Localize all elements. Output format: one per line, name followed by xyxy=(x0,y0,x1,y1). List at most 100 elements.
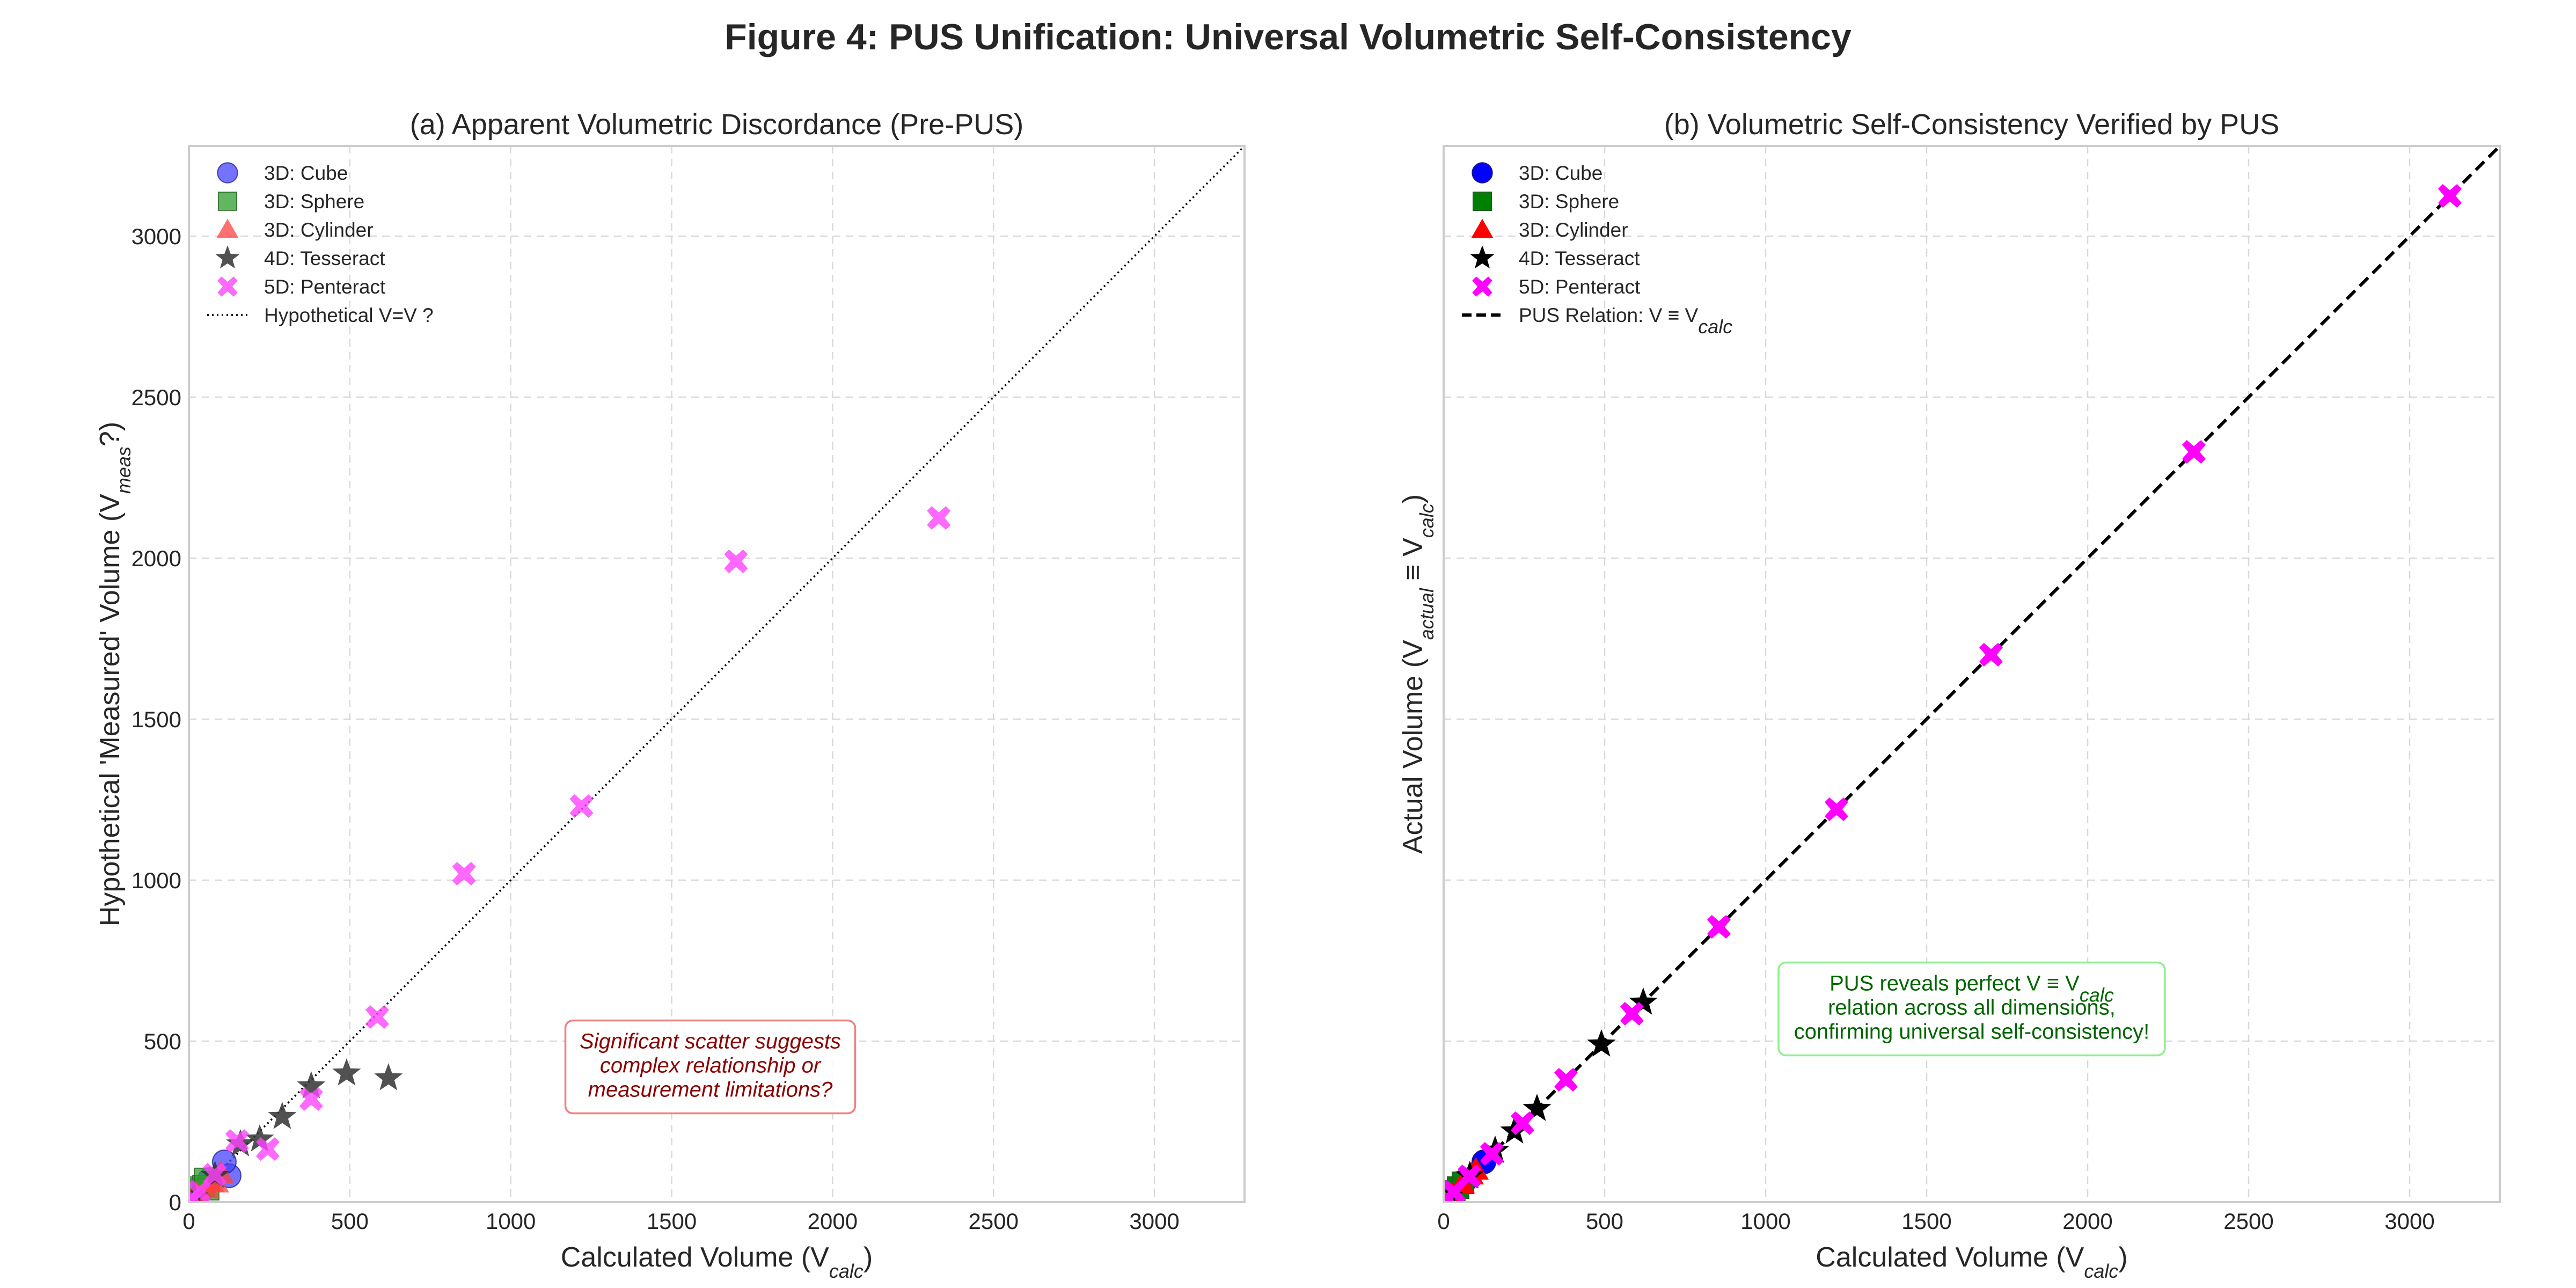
y-tick-label: 3000 xyxy=(131,224,181,249)
annotation-box xyxy=(564,1019,857,1115)
annotation-line: complex relationship or xyxy=(600,1054,822,1078)
legend-marker xyxy=(215,245,240,269)
data-point xyxy=(268,1102,297,1129)
x-tick-label: 1500 xyxy=(647,1209,697,1234)
legend-reference-label: PUS Relation: V ≡ Vcalc xyxy=(1519,304,1732,338)
legend-marker xyxy=(218,192,237,211)
x-tick-label: 1000 xyxy=(486,1209,536,1234)
data-point xyxy=(332,1058,361,1086)
y-axis-title-mid: ≡ V xyxy=(1397,538,1429,588)
data-point xyxy=(1979,643,2003,667)
legend-label: 4D: Tesseract xyxy=(1519,247,1640,269)
panel-b-chart: 0 500 1000 1500 2000 2500 3000 (b) Volumetric S… xyxy=(1397,108,2501,1282)
data-point xyxy=(225,1129,249,1153)
annotation-line: PUS reveals perfect V ≡ Vcalc xyxy=(1829,972,2114,1006)
legend-marker xyxy=(1472,276,1492,297)
data-point xyxy=(255,1137,280,1161)
x-tick-label: 2000 xyxy=(2062,1209,2112,1234)
data-point xyxy=(1554,1068,1578,1092)
y-axis-title-text: Actual Volume (V xyxy=(1397,640,1429,854)
panel-a-chart: 0 500 1000 1500 2000 2500 3000 0 500 1000 1500 2000… xyxy=(94,108,1246,1282)
data-point xyxy=(927,506,951,530)
data-point xyxy=(1629,987,1658,1015)
plot-frame xyxy=(188,145,1246,1203)
legend-reference-sub: calc xyxy=(1698,316,1732,338)
annotation-line: confirming universal self-consistency! xyxy=(1794,1020,2149,1044)
data-point xyxy=(1620,1002,1644,1026)
y-tick-label: 1500 xyxy=(131,707,181,732)
reference-line xyxy=(1444,146,2500,1202)
x-axis-title-tail: ) xyxy=(863,1242,873,1273)
legend-label: 3D: Cylinder xyxy=(1519,219,1628,241)
legend-label: 5D: Penteract xyxy=(264,276,386,298)
legend-label: 3D: Sphere xyxy=(264,191,364,213)
annotation-box xyxy=(1777,961,2166,1057)
legend-label: 4D: Tesseract xyxy=(264,247,385,269)
x-tick-label: 500 xyxy=(1586,1209,1623,1234)
y-tick-label: 1000 xyxy=(131,868,181,893)
data-point xyxy=(202,1163,226,1187)
series-layer xyxy=(189,506,951,1202)
y-axis-title-tail: ) xyxy=(1397,494,1429,503)
x-axis-title: Calculated Volume (Vcalc) xyxy=(561,1242,873,1282)
legend-label: 3D: Cube xyxy=(264,162,348,184)
legend-label: 3D: Sphere xyxy=(1519,191,1619,213)
x-tick-label: 0 xyxy=(182,1209,195,1234)
x-tick-label: 0 xyxy=(1437,1209,1450,1234)
data-point xyxy=(1511,1111,1534,1135)
series-layer xyxy=(1444,184,2462,1202)
legend-marker xyxy=(217,162,238,184)
annotation-text: confirming universal self-consistency! xyxy=(1794,1020,2149,1044)
legend: 3D: Cube 3D: Sphere 3D: Cylinder 4D: Tesser… xyxy=(207,162,434,326)
y-tick-label: 2500 xyxy=(131,385,181,410)
y-tick-label: 2000 xyxy=(131,546,181,571)
y-axis-title-sub2: calc xyxy=(1416,503,1438,538)
y-axis-title-sub: actual xyxy=(1416,588,1438,640)
x-axis-title-tail: ) xyxy=(2118,1242,2127,1273)
data-point xyxy=(365,1005,389,1029)
data-point xyxy=(1480,1142,1504,1166)
annotation-text: relation across all dimensions, xyxy=(1828,996,2116,1020)
data-point xyxy=(299,1087,323,1111)
annotation-text: measurement limitations? xyxy=(588,1078,833,1102)
annotation-line: relation across all dimensions, xyxy=(1828,996,2116,1020)
legend-reference-label: Hypothetical V=V ? xyxy=(264,304,434,326)
y-tick-label: 0 xyxy=(169,1190,181,1215)
data-point xyxy=(1523,1094,1552,1121)
annotation-line: measurement limitations? xyxy=(588,1078,833,1102)
x-tick-label: 2500 xyxy=(2223,1209,2273,1234)
y-axis-title-text: Hypothetical 'Measured' Volume (V xyxy=(94,494,126,926)
legend-reference-text: PUS Relation: V ≡ V xyxy=(1519,304,1698,326)
data-point xyxy=(297,1071,326,1099)
y-axis-title-tail: ?) xyxy=(94,422,126,447)
legend-label: 5D: Penteract xyxy=(1519,276,1641,298)
data-point xyxy=(1707,915,1731,939)
x-tick-label: 2500 xyxy=(969,1209,1019,1234)
y-axis-title: Actual Volume (Vactual ≡ Vcalc) xyxy=(1397,494,1438,854)
x-tick-label: 1500 xyxy=(1901,1209,1951,1234)
legend-label: 3D: Cube xyxy=(1519,162,1602,184)
data-point xyxy=(724,550,748,573)
legend-label: 3D: Cylinder xyxy=(264,219,374,241)
legend-reference-text: Hypothetical V=V ? xyxy=(264,304,434,326)
data-point xyxy=(1587,1029,1616,1057)
panel-title: (b) Volumetric Self-Consistency Verified… xyxy=(1664,108,2279,141)
annotation-text: Significant scatter suggests xyxy=(580,1030,841,1053)
x-axis-title-text: Calculated Volume (V xyxy=(561,1242,829,1273)
x-tick-label: 2000 xyxy=(808,1209,858,1234)
data-point xyxy=(189,1180,211,1202)
legend-marker xyxy=(1473,192,1492,211)
data-point xyxy=(452,862,476,885)
annotation-text: PUS reveals perfect V ≡ V xyxy=(1829,972,2080,996)
y-tick-label: 500 xyxy=(144,1029,181,1054)
annotation-text: complex relationship or xyxy=(600,1054,822,1078)
x-axis-title-sub: calc xyxy=(2084,1260,2118,1282)
x-tick-label: 1000 xyxy=(1740,1209,1790,1234)
data-point xyxy=(1458,1165,1481,1188)
figure-title: Figure 4: PUS Unification: Universal Vol… xyxy=(724,17,1851,57)
annotation-line: Significant scatter suggests xyxy=(580,1030,841,1053)
legend-marker xyxy=(1472,162,1493,184)
